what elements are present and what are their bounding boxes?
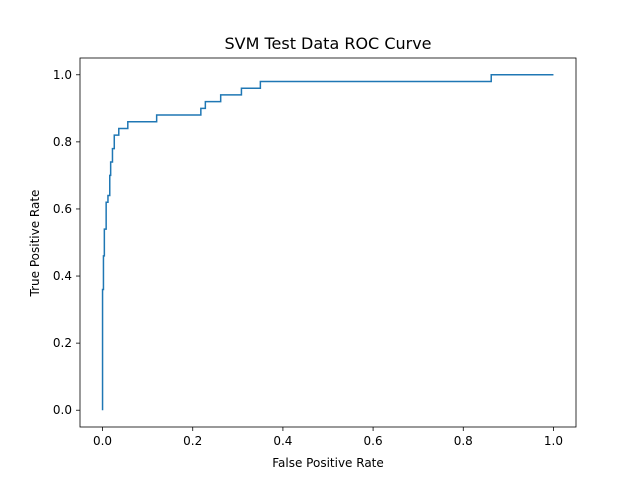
x-tick-label: 1.0 (544, 434, 563, 448)
y-tick-label: 0.2 (53, 336, 72, 350)
x-tick-label: 0.0 (93, 434, 112, 448)
y-tick-label: 0.8 (53, 135, 72, 149)
chart-title: SVM Test Data ROC Curve (224, 34, 431, 53)
y-tick-label: 1.0 (53, 68, 72, 82)
x-tick-label: 0.4 (273, 434, 292, 448)
y-axis-label: True Positive Rate (28, 190, 42, 298)
y-tick-label: 0.4 (53, 269, 72, 283)
y-tick-label: 0.0 (53, 403, 72, 417)
roc-series-line (101, 74, 554, 411)
x-axis-label: False Positive Rate (272, 456, 384, 470)
axes-frame (79, 57, 577, 428)
plot-area: 0.0 0.2 0.4 0.6 0.8 1.0 0.0 0.2 0.4 0.6 0.8 1.0 (53, 57, 577, 448)
x-tick-label: 0.6 (364, 434, 383, 448)
x-tick-label: 0.8 (454, 434, 473, 448)
x-tick-label: 0.2 (183, 434, 202, 448)
y-tick-label: 0.6 (53, 202, 72, 216)
